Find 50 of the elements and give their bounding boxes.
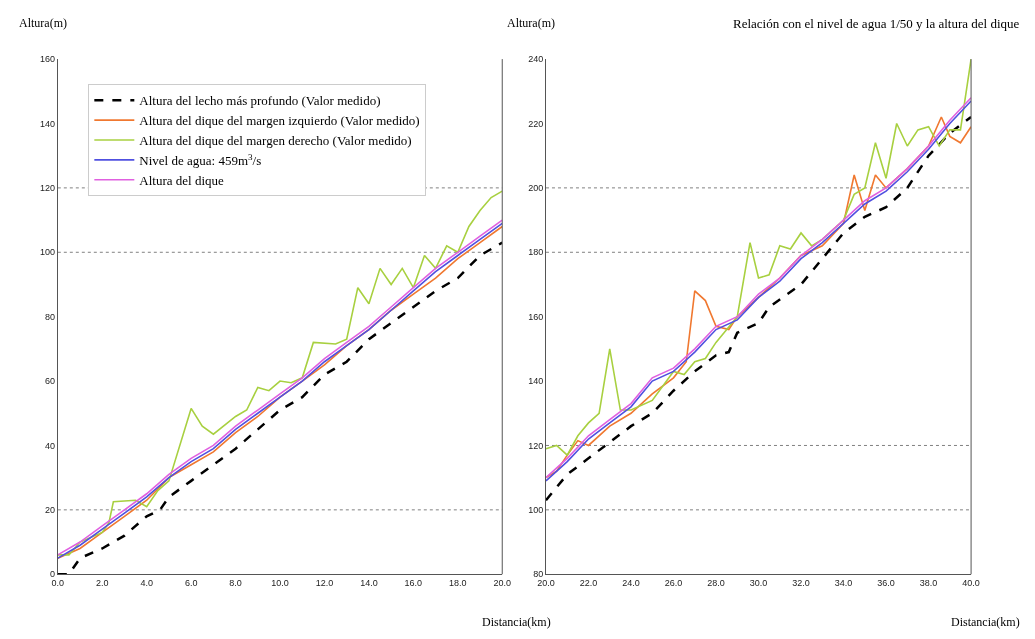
y-axis-title: Altura(m) [507, 16, 555, 30]
x-tick-label: 30.0 [749, 578, 768, 589]
x-tick-label: 20.0 [493, 578, 512, 589]
chart-title: Relación con el nivel de agua 1/50 y la altura del dique [733, 16, 1020, 31]
x-tick-label: 26.0 [664, 578, 683, 589]
y-tick-label: 180 [528, 247, 544, 258]
x-tick-label: 12.0 [315, 578, 334, 589]
x-tick-label: 24.0 [622, 578, 640, 589]
legend-label: Altura del dique del margen derecho (Valor medido) [139, 133, 412, 149]
y-tick-label: 0 [50, 569, 56, 580]
y-tick-label: 80 [533, 569, 544, 580]
x-tick-label: 34.0 [834, 578, 853, 589]
y-tick-label: 220 [528, 118, 544, 129]
y-tick-label: 60 [45, 376, 56, 387]
y-tick-label: 120 [528, 440, 544, 451]
x-tick-label: 6.0 [184, 578, 198, 589]
x-tick-label: 4.0 [140, 578, 153, 589]
x-tick-label: 28.0 [707, 578, 725, 589]
y-axis-title: Altura(m) [19, 16, 67, 30]
x-tick-label: 20.0 [537, 578, 555, 589]
y-tick-label: 100 [528, 505, 544, 515]
x-tick-label: 8.0 [229, 578, 242, 589]
x-tick-label: 2.0 [96, 578, 109, 589]
x-tick-label: 10.0 [271, 578, 289, 589]
y-tick-label: 240 [528, 54, 544, 65]
y-tick-label: 40 [45, 440, 56, 451]
x-tick-label: 22.0 [579, 578, 598, 589]
legend-label: Altura del dique [139, 172, 225, 188]
x-tick-label: 36.0 [877, 578, 895, 589]
legend-label: Altura del lecho más profundo (Valor medido) [139, 93, 381, 109]
y-tick-label: 160 [528, 311, 544, 322]
x-tick-label: 16.0 [404, 578, 423, 589]
y-tick-label: 20 [45, 505, 56, 515]
y-tick-label: 140 [528, 376, 544, 387]
y-tick-label: 160 [39, 54, 56, 65]
x-tick-label: 18.0 [449, 578, 467, 589]
y-tick-label: 100 [39, 247, 56, 258]
x-axis-title: Distancia(km) [951, 615, 1020, 629]
legend-label: Altura del dique del margen izquierdo (Valor medido) [139, 113, 420, 129]
x-tick-label: 32.0 [792, 578, 810, 589]
x-tick-label: 40.0 [962, 578, 980, 589]
legend-label: Nivel de agua: 459m$^{3}$/s [139, 151, 262, 168]
y-tick-label: 140 [39, 118, 56, 129]
x-tick-label: 38.0 [919, 578, 938, 589]
y-tick-label: 120 [39, 183, 56, 194]
x-axis-title: Distancia(km) [482, 615, 551, 629]
x-tick-label: 0.0 [51, 578, 65, 589]
y-tick-label: 200 [528, 183, 544, 194]
y-tick-label: 80 [45, 311, 56, 322]
x-tick-label: 14.0 [360, 578, 378, 589]
